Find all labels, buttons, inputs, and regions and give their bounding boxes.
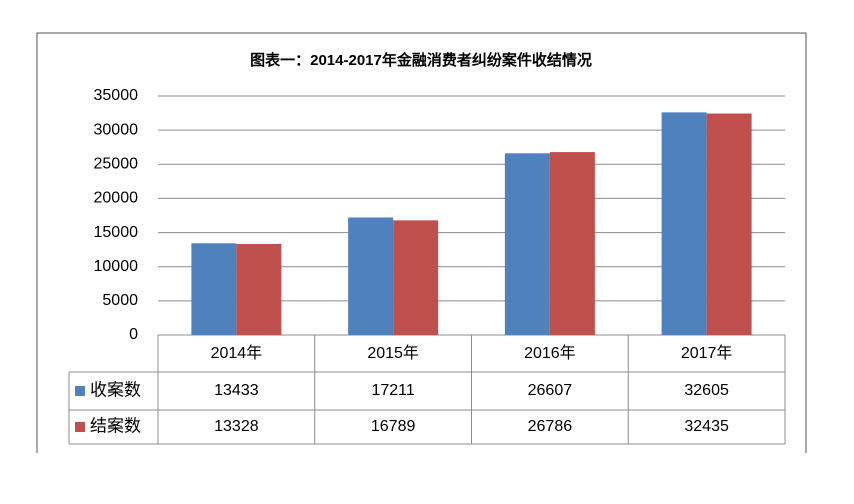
table-value: 32605 [684, 382, 729, 399]
y-tick-label: 5000 [102, 292, 138, 309]
y-tick-label: 0 [129, 326, 138, 343]
y-tick-label: 20000 [94, 190, 139, 207]
y-tick-label: 35000 [94, 87, 139, 104]
legend-label: 收案数 [90, 380, 141, 399]
x-tick-label: 2014年 [211, 344, 263, 362]
table-value: 32435 [684, 418, 729, 435]
bar [393, 220, 439, 335]
chart-title: 图表一：2014-2017年金融消费者纠纷案件收结情况 [250, 51, 592, 69]
bar [236, 243, 282, 335]
bar [191, 243, 237, 335]
y-tick-label: 10000 [94, 258, 139, 275]
table-value: 26607 [528, 382, 573, 399]
x-tick-label: 2015年 [367, 344, 419, 362]
table-value: 16789 [371, 418, 416, 435]
legend-swatch [75, 422, 85, 432]
table-value: 13433 [214, 382, 259, 399]
x-tick-label: 2016年 [524, 344, 576, 362]
y-tick-label: 30000 [94, 121, 139, 138]
y-tick-label: 25000 [94, 156, 139, 173]
bar [504, 153, 550, 335]
bar [706, 113, 752, 335]
bar [348, 217, 394, 335]
table-value: 13328 [214, 418, 259, 435]
bar [549, 152, 595, 335]
legend-swatch [75, 386, 85, 396]
bar [661, 112, 707, 335]
x-tick-label: 2017年 [681, 344, 733, 362]
legend-label: 结案数 [90, 416, 141, 435]
table-value: 17211 [371, 382, 414, 399]
table-value: 26786 [528, 418, 573, 435]
chart-border [36, 32, 807, 453]
y-tick-label: 15000 [94, 224, 139, 241]
